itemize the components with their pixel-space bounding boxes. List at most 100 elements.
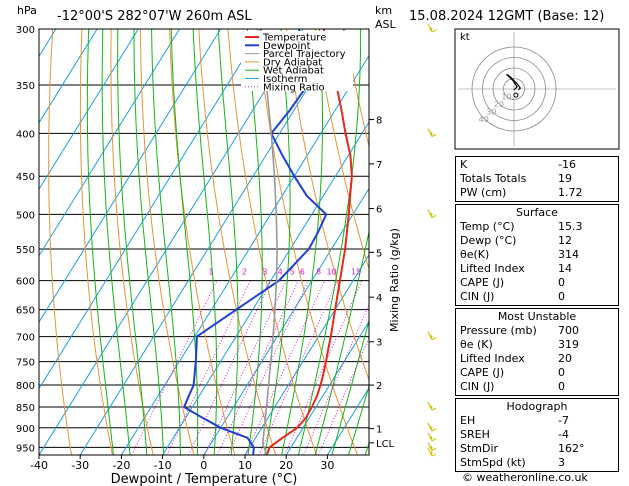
most-unstable-label: CIN (J) [460,380,495,393]
series-line-temperature [265,29,353,455]
most-unstable-value: 319 [558,338,579,351]
hodograph-ring-label: 40 [479,115,489,124]
wind-barb-dot-icon [429,27,433,31]
isotherm-line [39,29,139,191]
pressure-tick-label: 900 [16,424,35,435]
hodograph-table-title: Hodograph [506,400,568,413]
dry-adiabat-line [169,29,236,455]
surface-value: 0 [558,276,565,289]
x-tick-label: 0 [200,459,207,472]
wet-adiabat-line [264,29,291,455]
km-tick-label: 7 [376,160,382,171]
wind-barb-icon [427,209,437,219]
mixing-ratio-tick-label: 10 [326,268,336,277]
pressure-tick-label: 750 [16,358,35,369]
legend-item-label: Wet Adiabat [263,66,324,77]
legend-item-label: Temperature [262,33,326,44]
stats-panel: K -16 Totals Totals 19 PW (cm) 1.72 Surface T… [455,156,619,472]
mixing-ratio-line [216,280,299,455]
hodograph-ring-label: 30 [486,108,496,117]
credit-link[interactable]: © weatheronline.co.uk [462,471,588,484]
hodograph-table-row: StmSpd (kt) 3 [460,456,614,470]
index-value: -16 [558,158,576,171]
hodograph-trace [506,73,522,91]
km-tick-label: 1 [376,425,382,436]
storm-motion-marker [513,92,519,98]
index-value: 19 [558,172,572,185]
most-unstable-label: θe (K) [460,338,493,351]
pressure-tick-label: 700 [16,333,35,344]
surface-label: CIN (J) [460,290,495,303]
surface-label: θe(K) [460,248,490,261]
most-unstable-box: Most Unstable Pressure (mb) 700 θe (K) 319 L… [455,308,619,396]
wet-adiabat-line [133,29,165,455]
index-row: K -16 [460,158,614,172]
wind-barb-dot-icon [429,212,433,216]
x-axis-label: Dewpoint / Temperature (°C) [111,472,298,486]
surface-value: 0 [558,290,565,303]
dry-adiabat-line [198,29,277,455]
hodograph-table-row: EH -7 [460,414,614,428]
plot-area: 1 2 3 4 5 6 8 10 15 20 25 [39,29,369,455]
surface-row: Lifted Index 14 [460,262,614,276]
mixing-ratio-tick-label: 6 [300,268,305,277]
index-value: 1.72 [558,186,583,199]
isotherm-line [120,54,369,455]
pressure-tick-label: 500 [16,210,35,221]
dry-adiabat-line [227,29,318,455]
pressure-tick-label: 350 [16,81,35,92]
dry-adiabat-line [79,29,113,455]
wind-barb-dot-icon [429,445,433,449]
isotherm-line [79,29,345,455]
hodograph-table-label: StmDir [460,442,499,455]
wind-barb-icon [427,128,437,138]
pressure-tick-label: 850 [16,403,35,414]
surface-label: CAPE (J) [460,276,505,289]
chart-title: -12°00'S 282°07'W 260m ASL [57,9,252,24]
dry-adiabat-line [48,29,72,455]
hodograph-table-box: Hodograph EH -7 SREH -4 StmDir 162° StmSpd (kt… [455,398,619,472]
legend-item-label: Isotherm [263,74,307,85]
mixing-ratio-line [166,280,251,455]
mixing-ratio-axis-label: Mixing Ratio (g/kg) [388,228,401,332]
wet-adiabat-line [117,29,148,455]
wet-adiabat-line [281,29,323,455]
datetime-label: 15.08.2024 12GMT (Base: 12) [409,9,604,24]
wet-adiabat-line [192,29,218,455]
legend-item-label: Dewpoint [263,41,311,52]
dry-adiabat-line [344,29,369,149]
surface-label: Lifted Index [460,262,525,275]
wind-barb-icon [427,331,437,341]
most-unstable-row: Pressure (mb) 700 [460,324,614,338]
surface-row: Temp (°C) 15.3 [460,220,614,234]
pressure-tick-label: 400 [16,129,35,140]
legend-background [241,31,353,91]
hodograph-table-row: SREH -4 [460,428,614,442]
km-tick-label: 5 [376,248,382,259]
wind-barb-icon [427,401,437,411]
wet-adiabat-line [101,29,131,455]
series-line-dewpoint [182,29,328,455]
wind-barb-dot-icon [429,335,433,339]
surface-row: CIN (J) 0 [460,290,614,304]
mixing-ratio-tick-label: 3 [262,268,267,277]
pressure-tick-label: 950 [16,443,35,454]
pressure-tick-label: 550 [16,245,35,256]
wind-barb-icon [427,422,437,432]
surface-box: Surface Temp (°C) 15.3 Dewp (°C) 12 θe(K) 314… [455,204,619,306]
wind-barb-dot-icon [429,451,433,455]
dry-adiabat-line [285,29,369,382]
km-tick-label: LCL [376,439,395,450]
wind-barbs [427,23,437,457]
km-tick-label: 6 [376,205,382,216]
wind-barb-icon [427,447,437,457]
surface-value: 314 [558,248,579,261]
dry-adiabat-line [315,29,369,271]
indices-box: K -16 Totals Totals 19 PW (cm) 1.72 [455,156,619,202]
mixing-ratio-tick-label: 2 [242,268,247,277]
wet-adiabat-line [314,229,369,455]
most-unstable-row: Lifted Index 20 [460,352,614,366]
